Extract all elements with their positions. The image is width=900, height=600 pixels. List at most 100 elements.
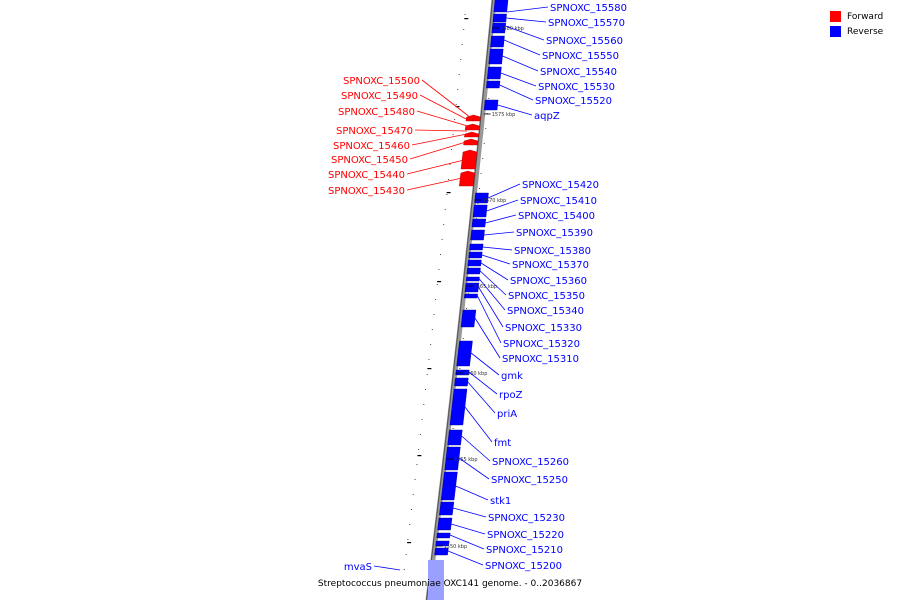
reverse-label-leader — [449, 534, 485, 550]
reverse-gene-label: SPNOXC_15340 — [507, 306, 584, 317]
guide-dot — [458, 74, 460, 75]
reverse-gene-label: gmk — [501, 371, 523, 382]
forward-gene-label: SPNOXC_15470 — [336, 126, 413, 137]
reverse-gene-label: SPNOXC_15570 — [548, 18, 625, 29]
legend-item-forward: Forward — [830, 9, 892, 24]
reverse-gene-block — [444, 446, 461, 471]
tick-label: 1550 kbp — [444, 544, 468, 550]
tick-label: 1565 kbp — [474, 284, 498, 290]
reverse-gene-block — [490, 35, 505, 48]
legend-label-reverse: Reverse — [847, 26, 884, 37]
forward-label-leader — [414, 129, 467, 132]
reverse-gene-block — [460, 309, 477, 328]
forward-gene-label: SPNOXC_15430 — [328, 186, 405, 197]
reverse-gene-block — [440, 471, 458, 501]
reverse-gene-block — [465, 276, 480, 282]
reverse-gene-label: SPNOXC_15580 — [550, 3, 627, 14]
reverse-gene-label: rpoZ — [499, 390, 523, 401]
reverse-gene-block — [493, 0, 509, 13]
forward-gene-label: SPNOXC_15460 — [333, 141, 410, 152]
guide-dot — [464, 14, 466, 15]
reverse-gene-block — [472, 204, 488, 218]
forward-label-leader — [419, 94, 469, 121]
guide-dot — [457, 89, 459, 90]
forward-gene-label: mvaS — [344, 562, 372, 573]
guide-dash — [446, 192, 451, 194]
guide-dot — [488, 98, 490, 99]
reverse-label-leader — [506, 17, 547, 23]
reverse-gene-label: stk1 — [490, 496, 511, 507]
reverse-gene-label: SPNOXC_15380 — [514, 246, 591, 257]
forward-swatch — [830, 11, 841, 22]
reverse-gene-block — [434, 547, 449, 556]
guide-dot — [466, 308, 468, 309]
guide-dot — [418, 449, 420, 450]
reverse-label-leader — [470, 352, 500, 376]
tick-label: 1570 kbp — [483, 198, 507, 204]
guide-dot — [426, 374, 428, 375]
guide-dot — [446, 194, 448, 195]
reverse-gene-block — [483, 99, 499, 111]
reverse-label-leader — [478, 278, 506, 311]
guide-dash — [455, 106, 460, 108]
guide-dot — [482, 158, 484, 159]
reverse-gene-block — [437, 517, 453, 531]
legend-item-reverse: Reverse — [830, 24, 892, 39]
reverse-label-leader — [503, 39, 541, 56]
guide-dot — [454, 119, 456, 120]
legend-label-forward: Forward — [847, 11, 884, 22]
forward-gene-block — [459, 170, 476, 187]
guide-dot — [411, 509, 412, 510]
reverse-gene-block — [469, 243, 484, 251]
reverse-gene-label: SPNOXC_15540 — [540, 67, 617, 78]
reverse-gene-block — [439, 501, 455, 516]
reverse-label-leader — [474, 317, 501, 359]
guide-dot — [405, 554, 407, 555]
guide-dot — [412, 494, 414, 495]
guide-dot — [475, 218, 477, 219]
guide-dot — [459, 368, 461, 369]
guide-dot — [467, 293, 469, 294]
guide-dot — [479, 188, 480, 189]
guide-dot — [451, 149, 453, 150]
guide-dot — [433, 314, 435, 315]
reverse-gene-block — [435, 540, 450, 547]
guide-dash — [464, 18, 469, 20]
backbone-edge — [426, 0, 493, 600]
forward-label-leader — [421, 79, 469, 117]
reverse-gene-block — [449, 388, 468, 426]
reverse-gene-block — [492, 13, 507, 23]
reverse-gene-block — [464, 282, 480, 293]
reverse-gene-label: SPNOXC_15350 — [508, 291, 585, 302]
tick-label: 1560 kbp — [464, 371, 488, 377]
forward-gene-label: SPNOXC_15450 — [331, 155, 408, 166]
guide-dot — [452, 134, 454, 135]
reverse-label-leader — [502, 55, 539, 72]
reverse-gene-label: SPNOXC_15320 — [503, 339, 580, 350]
reverse-label-leader — [499, 84, 534, 101]
reverse-gene-label: SPNOXC_15520 — [535, 96, 612, 107]
guide-dot — [449, 164, 451, 165]
map-caption: Streptococcus pneumoniae OXC141 genome. … — [317, 579, 583, 589]
reverse-label-leader — [455, 485, 489, 501]
reverse-gene-label: SPNOXC_15250 — [491, 475, 568, 486]
guide-dot — [443, 224, 445, 225]
guide-dot — [428, 359, 430, 360]
reverse-gene-block — [486, 80, 501, 89]
forward-gene-label: SPNOXC_15440 — [328, 170, 405, 181]
reverse-gene-label: priA — [497, 409, 517, 420]
forward-gene-label: SPNOXC_15480 — [338, 107, 415, 118]
reverse-gene-label: aqpZ — [534, 111, 560, 122]
reverse-gene-label: SPNOXC_15370 — [512, 260, 589, 271]
reverse-gene-block — [466, 267, 481, 275]
guide-dot — [460, 59, 462, 60]
reverse-label-leader — [482, 246, 513, 251]
reverse-label-leader — [461, 435, 491, 462]
guide-dot — [452, 428, 454, 429]
reverse-label-leader — [505, 25, 545, 41]
guide-dot — [402, 584, 403, 585]
guide-dot — [409, 524, 411, 525]
reverse-gene-label: SPNOXC_15560 — [546, 36, 623, 47]
reverse-gene-label: SPNOXC_15200 — [485, 561, 562, 572]
